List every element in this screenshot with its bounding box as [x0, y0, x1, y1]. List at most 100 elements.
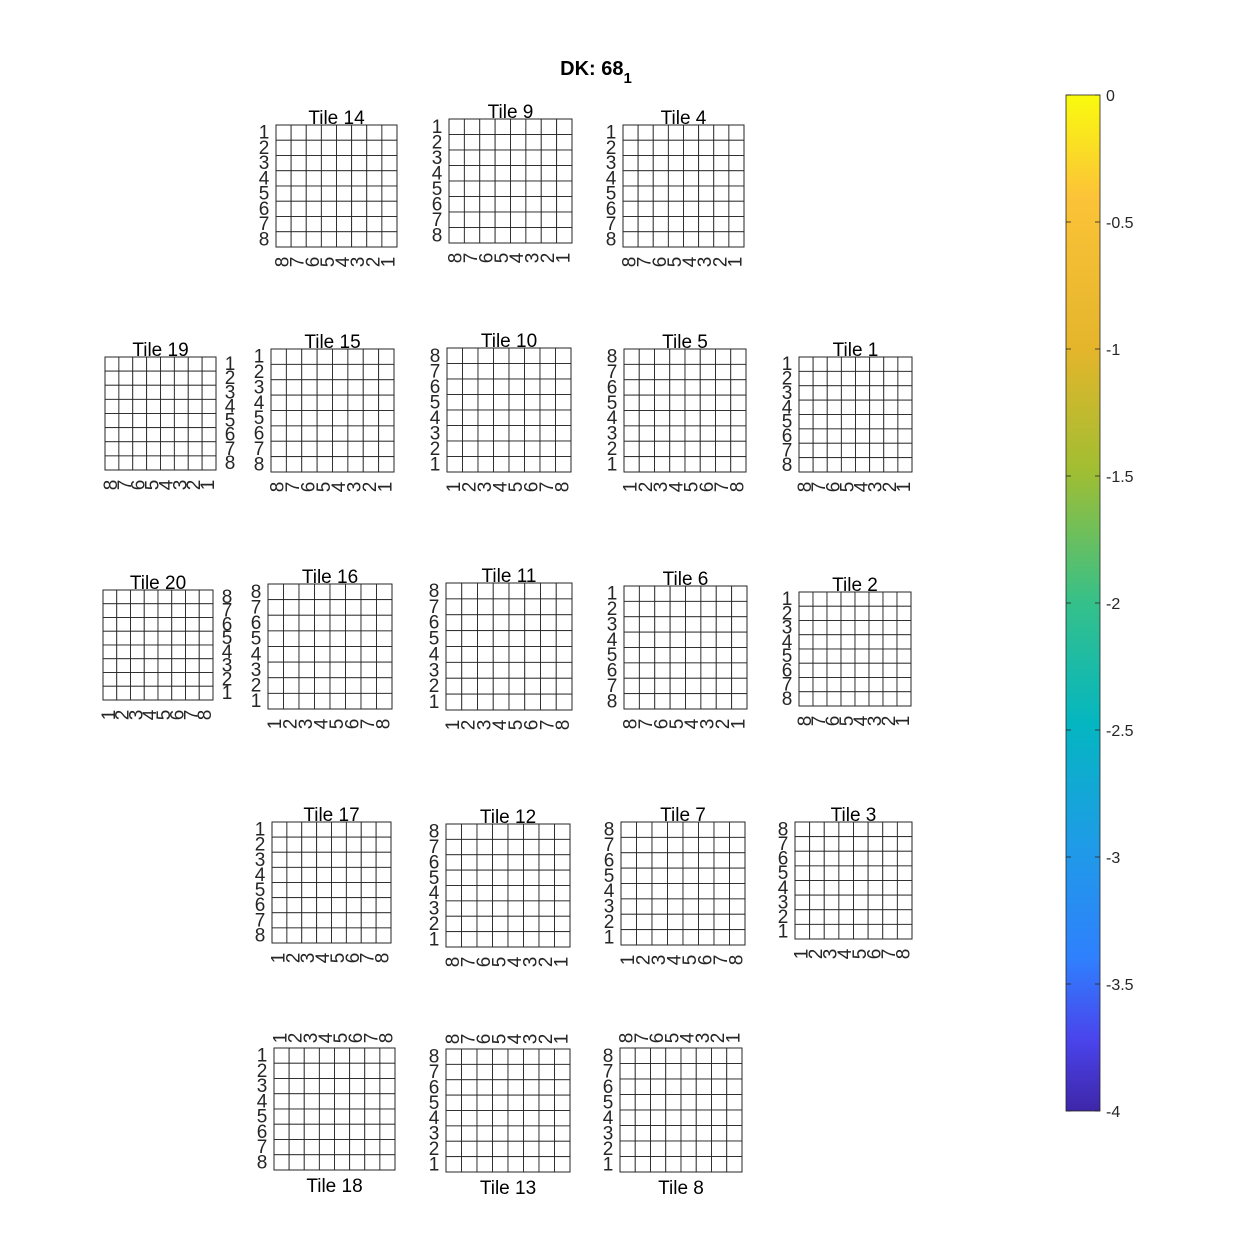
tile-cell [201, 441, 217, 457]
y-tick-label: 2 [222, 669, 233, 690]
tile-cell [507, 931, 524, 948]
tile-cell [868, 662, 884, 678]
y-tick-label: 1 [254, 347, 265, 368]
tile-cell [698, 155, 715, 172]
tile-cell [698, 913, 715, 931]
tile-cell [538, 1156, 555, 1173]
tile-cell [462, 363, 479, 380]
tile-cell [448, 165, 465, 182]
tile-cell [729, 867, 746, 884]
x-tick-label: 4 [329, 481, 350, 492]
tile-cell [654, 647, 671, 664]
tile-cell [118, 455, 134, 471]
x-tick-label: 5 [506, 482, 527, 493]
tile-cell [840, 605, 856, 621]
tile-cell [812, 691, 828, 707]
tile-cell [446, 409, 463, 426]
tile-cell [731, 662, 748, 679]
x-tick-label: 7 [461, 253, 482, 264]
y-tick-label: 4 [259, 168, 270, 189]
tile-cell [445, 693, 463, 711]
tile-cell [271, 897, 288, 914]
tile-cell [104, 356, 120, 372]
tile-cell [285, 394, 303, 411]
tile-cell [461, 900, 478, 917]
tile-cell [652, 200, 669, 217]
x-tick-label: 6 [521, 482, 542, 493]
tile-cell [882, 850, 898, 867]
tile-cell [477, 409, 494, 426]
x-tick-label: 4 [664, 954, 685, 965]
tile-cell [698, 836, 715, 854]
tile-cell [314, 599, 331, 616]
tile-cell [160, 427, 175, 443]
x-tick-label: 1 [375, 482, 396, 493]
y-tick-label: 3 [255, 850, 266, 871]
y-tick-label: 3 [604, 897, 615, 918]
tile-cell [838, 880, 854, 896]
y-tick-label: 4 [430, 408, 441, 429]
tile-cell [897, 356, 913, 372]
x-tick-label: 7 [288, 257, 309, 268]
tile-cell [731, 693, 748, 710]
tile-cell [349, 1078, 366, 1095]
x-tick-label: 2 [459, 482, 480, 493]
y-tick-label: 8 [430, 346, 441, 367]
x-tick-label: 1 [444, 482, 465, 493]
x-tick-label: 5 [318, 257, 339, 268]
tile-cell [187, 398, 203, 414]
tile-cell [463, 196, 481, 213]
tile-cell [794, 836, 811, 852]
tile-cell [882, 821, 898, 838]
tile-cell [726, 1109, 743, 1126]
tile-cell [667, 836, 684, 854]
tile-cell [507, 1079, 524, 1096]
tile-cell [896, 865, 913, 881]
tile-cell [364, 1062, 381, 1079]
tile-cell [896, 836, 913, 852]
tile-cell [869, 457, 885, 473]
tile-cell [303, 1108, 320, 1125]
tile-cell [303, 1154, 320, 1171]
tile-cell [360, 646, 377, 663]
tile-cell [461, 693, 478, 711]
tile-cell [698, 139, 715, 156]
tile-cell [362, 410, 380, 427]
tile-cell [823, 923, 840, 940]
tile-cell [375, 897, 392, 914]
tile-cell [524, 456, 541, 473]
y-tick-label: 6 [607, 661, 618, 682]
tile-cell [638, 647, 656, 664]
tile-cell [896, 880, 913, 896]
tile-cell [728, 155, 745, 172]
tile-cell [130, 685, 145, 701]
tile-cell [715, 363, 732, 381]
tile-cell [698, 216, 715, 233]
tile-cell [685, 693, 702, 710]
tile-cell [896, 821, 913, 838]
tile-cell [479, 227, 496, 244]
tile-cell [711, 1047, 728, 1064]
tile-cell [461, 854, 478, 871]
tile-cell [143, 630, 159, 646]
tile-cell [699, 456, 716, 473]
y-tick-label: 5 [782, 646, 793, 667]
tile-title: Tile 11 [482, 566, 537, 587]
tile-cell [809, 880, 825, 896]
tile-cell [360, 927, 377, 944]
tile-cell [868, 691, 884, 707]
tile-cell [360, 677, 377, 694]
tile-cell [446, 378, 463, 395]
tile-cell [826, 442, 842, 459]
tile-cell [715, 600, 733, 618]
x-tick-label: 6 [697, 482, 718, 493]
tile-cell [347, 394, 364, 411]
tile-cell [320, 200, 337, 217]
tile-cell [623, 394, 640, 411]
tile-cell [684, 394, 701, 411]
tile-cell [376, 583, 393, 601]
tile-cell [187, 356, 203, 372]
tile-cell [826, 457, 842, 473]
tile-cell [445, 661, 463, 679]
tile-cell [623, 647, 640, 664]
